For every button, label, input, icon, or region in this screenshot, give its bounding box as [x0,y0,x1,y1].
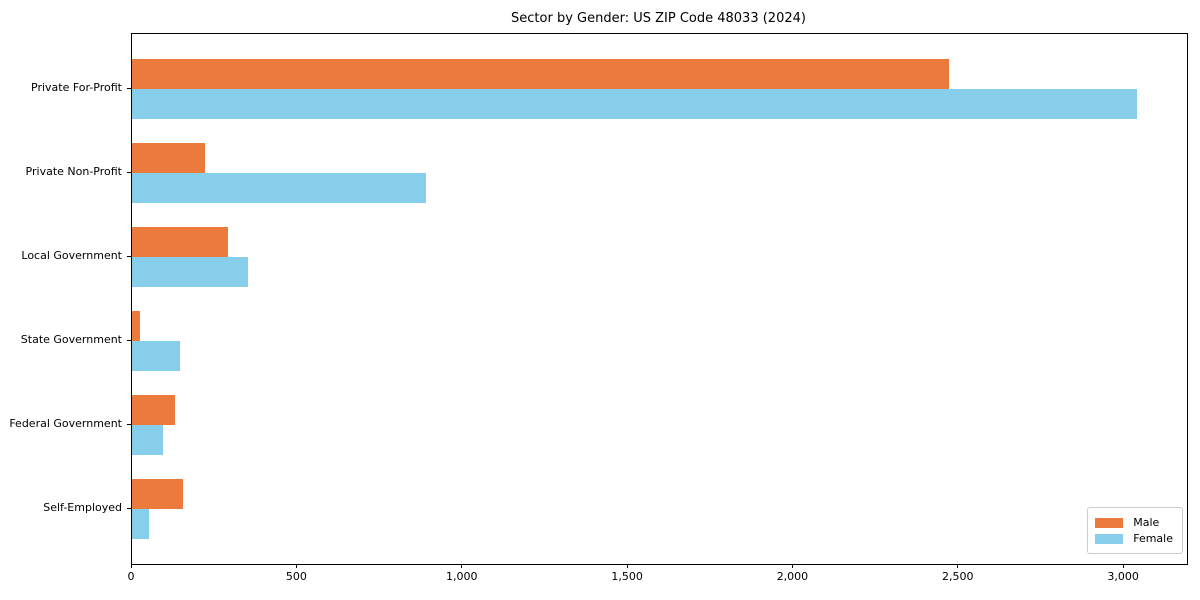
y-tick-label-federal-government: Federal Government [9,417,122,430]
x-tick-label: 2,500 [942,570,974,583]
x-tick-label: 500 [285,570,307,583]
bar-male-self-employed [132,479,184,509]
x-tick-mark [957,564,959,568]
legend-label-female: Female [1133,532,1173,545]
x-tick-label: 0 [127,570,135,583]
plot-area: Male Female [131,33,1188,565]
x-tick-mark [626,564,628,568]
bar-female-self-employed [132,509,149,539]
bar-male-private-for-profit [132,59,949,89]
x-tick-mark [1122,564,1124,568]
x-tick-label: 1,000 [445,570,478,583]
x-tick-label: 3,000 [1107,570,1139,583]
legend: Male Female [1087,507,1183,554]
legend-entry-male: Male [1095,516,1173,529]
x-tick-mark [295,564,297,568]
bar-male-private-non-profit [132,143,205,173]
y-tick-label-self-employed: Self-Employed [43,501,122,514]
bar-male-federal-government [132,395,175,425]
bar-female-private-non-profit [132,173,427,203]
y-tick-mark [127,88,131,89]
bar-female-federal-government [132,425,164,455]
bar-female-local-government [132,257,248,287]
legend-entry-female: Female [1095,532,1173,545]
y-tick-mark [127,424,131,425]
y-tick-mark [127,340,131,341]
bar-male-local-government [132,227,228,257]
x-tick-label: 1,500 [611,570,643,583]
legend-label-male: Male [1133,516,1160,529]
x-tick-mark [130,564,132,568]
legend-swatch-female [1095,533,1124,544]
y-tick-label-private-for-profit: Private For-Profit [31,81,122,94]
legend-swatch-male [1095,517,1124,528]
x-tick-mark [791,564,793,568]
chart-title: Sector by Gender: US ZIP Code 48033 (202… [511,11,806,26]
bar-male-state-government [132,311,141,341]
x-tick-mark [461,564,463,568]
y-tick-label-local-government: Local Government [21,249,122,262]
bar-female-private-for-profit [132,89,1138,119]
y-tick-label-private-non-profit: Private Non-Profit [25,165,122,178]
y-tick-label-state-government: State Government [20,333,122,346]
bar-female-state-government [132,341,180,371]
y-tick-mark [127,508,131,509]
y-tick-mark [127,172,131,173]
x-tick-label: 2,000 [776,570,809,583]
y-tick-mark [127,256,131,257]
